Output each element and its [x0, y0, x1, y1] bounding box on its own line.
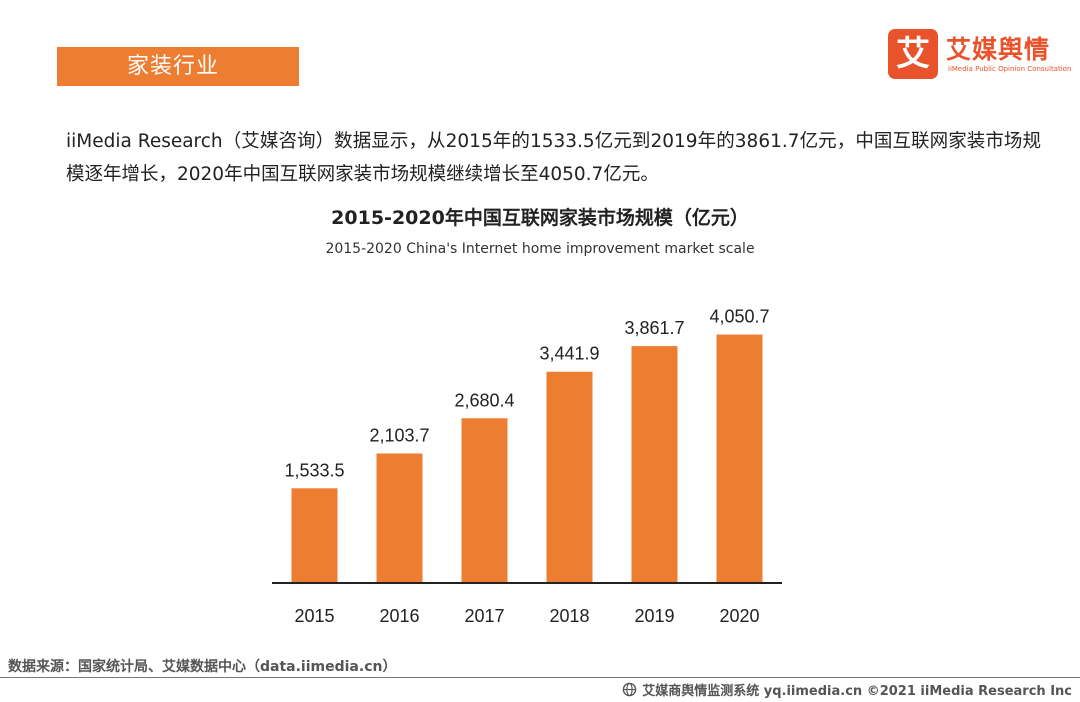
footer: 艾媒商舆情监测系统 yq.iimedia.cn ©2021 iiMedia Re… — [622, 680, 1072, 699]
data-label-2017: 2,680.4 — [454, 390, 514, 410]
bar-2018 — [546, 371, 593, 582]
logo-name: 艾媒舆情 — [946, 35, 1051, 64]
x-tick-label-2017: 2017 — [464, 606, 504, 626]
x-tick-label-2019: 2019 — [634, 606, 674, 626]
bar-2015 — [291, 488, 338, 582]
chart-subtitle: 2015-2020 China's Internet home improvem… — [325, 241, 755, 257]
brand-logo: 艾 艾媒舆情 iiMedia Public Opinion Consultati… — [888, 29, 1071, 81]
bar-2017 — [461, 418, 508, 582]
data-label-2016: 2,103.7 — [369, 425, 429, 445]
data-source: 数据来源：国家统计局、艾媒数据中心（data.iimedia.cn） — [8, 659, 397, 675]
data-label-2018: 3,441.9 — [539, 344, 599, 364]
logo-mark-icon: 艾 — [888, 29, 938, 79]
bar-2019 — [631, 346, 678, 582]
globe-icon — [622, 682, 637, 697]
footer-divider — [0, 677, 1080, 678]
bar-2020 — [716, 334, 763, 582]
data-label-2020: 4,050.7 — [709, 307, 769, 327]
data-label-2019: 3,861.7 — [624, 318, 684, 338]
chart-title: 2015-2020年中国互联网家装市场规模（亿元） — [331, 207, 749, 229]
bar-2016 — [376, 453, 423, 582]
footer-text: 艾媒商舆情监测系统 yq.iimedia.cn ©2021 iiMedia Re… — [642, 684, 1072, 699]
logo-subtitle: iiMedia Public Opinion Consultation — [948, 65, 1072, 73]
data-label-2015: 1,533.5 — [284, 460, 344, 480]
intro-paragraph: iiMedia Research（艾媒咨询）数据显示，从2015年的1533.5… — [66, 131, 1041, 185]
x-tick-label-2020: 2020 — [719, 606, 759, 626]
x-tick-label-2018: 2018 — [549, 606, 589, 626]
x-tick-label-2015: 2015 — [294, 606, 334, 626]
x-tick-label-2016: 2016 — [379, 606, 419, 626]
section-tag: 家装行业 — [57, 47, 299, 86]
